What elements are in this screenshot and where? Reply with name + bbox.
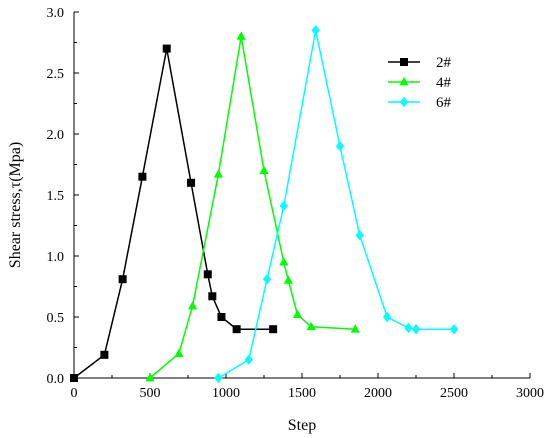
data-point <box>335 141 345 152</box>
legend-label: 4# <box>436 75 452 91</box>
y-tick-label: 0.0 <box>47 372 65 387</box>
data-point <box>382 311 392 323</box>
data-point <box>279 200 288 212</box>
x-tick-label: 2500 <box>440 386 468 401</box>
data-point <box>100 350 109 359</box>
x-axis-ticks: 0 500 1000 1500 2000 2500 3000 <box>71 373 544 401</box>
data-point <box>174 348 184 357</box>
data-point <box>138 172 147 181</box>
x-tick-label: 1000 <box>212 386 240 401</box>
legend-item: 2# <box>388 55 452 71</box>
data-point <box>118 275 127 284</box>
y-tick-label: 1.5 <box>47 189 65 204</box>
data-point <box>306 321 316 331</box>
data-point <box>411 324 421 335</box>
x-tick-label: 3000 <box>516 386 544 401</box>
data-point <box>232 325 241 334</box>
data-point <box>311 25 320 36</box>
data-point <box>236 31 246 40</box>
y-axis-ticks: 0.0 0.5 1.0 1.5 2.0 2.5 3.0 <box>47 6 79 387</box>
axes <box>73 12 530 379</box>
legend-item: 6# <box>388 95 452 111</box>
data-point <box>187 301 198 310</box>
x-tick-label: 2000 <box>364 386 392 401</box>
series-layer <box>70 25 459 384</box>
data-point <box>399 96 409 108</box>
data-point <box>404 322 413 334</box>
series-2 <box>145 31 360 382</box>
legend-label: 2# <box>436 55 452 71</box>
y-tick-label: 3.0 <box>47 6 65 21</box>
y-axis-title: Shear stress,τ(Mpa) <box>7 142 24 268</box>
data-point <box>244 354 253 365</box>
data-point <box>279 257 289 266</box>
x-tick-label: 1500 <box>288 386 316 401</box>
x-tick-label: 0 <box>71 386 78 401</box>
x-tick-label: 500 <box>140 386 161 401</box>
data-point <box>162 44 171 53</box>
data-point <box>355 230 364 241</box>
series-1 <box>70 44 278 382</box>
series-3 <box>214 25 459 384</box>
data-point <box>350 324 360 333</box>
data-point <box>400 58 408 66</box>
series-line <box>73 48 274 379</box>
data-point <box>262 273 272 285</box>
data-point <box>203 270 212 279</box>
data-point <box>449 324 459 335</box>
y-tick-label: 0.5 <box>47 311 65 326</box>
series-line <box>149 36 356 379</box>
legend-label: 6# <box>436 95 452 111</box>
data-point <box>292 309 303 318</box>
data-point <box>187 178 196 187</box>
y-tick-label: 1.0 <box>47 250 65 265</box>
data-point <box>259 165 269 174</box>
data-point <box>217 313 226 321</box>
legend: 2# 4# 6# <box>388 55 452 111</box>
y-tick-label: 2.0 <box>47 128 65 143</box>
data-point <box>399 77 409 86</box>
data-point <box>213 169 223 178</box>
x-axis-title: Step <box>288 417 316 434</box>
data-point <box>214 372 223 384</box>
y-tick-label: 2.5 <box>47 67 65 82</box>
data-point <box>269 325 278 334</box>
data-point <box>70 374 78 382</box>
data-point <box>283 275 293 284</box>
data-point <box>145 373 155 382</box>
legend-item: 4# <box>388 75 452 91</box>
data-point <box>208 292 217 301</box>
